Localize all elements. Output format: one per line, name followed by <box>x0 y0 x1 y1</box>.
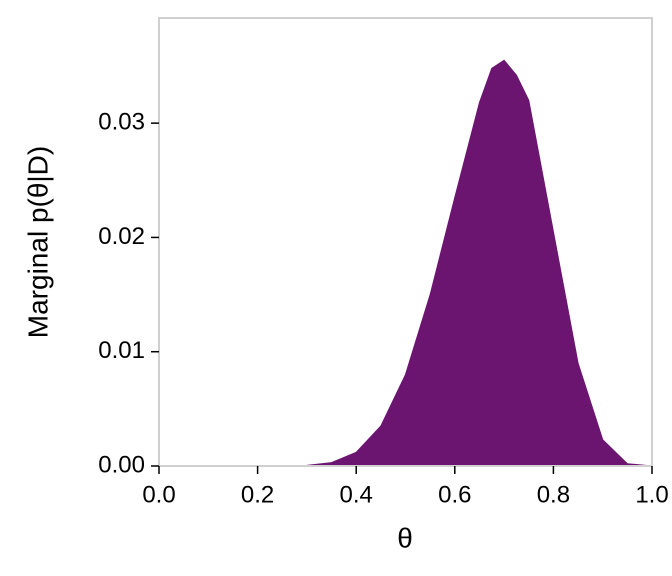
x-tick-label: 0.8 <box>537 481 570 508</box>
y-tick-label: 0.01 <box>98 337 145 364</box>
x-tick-label: 0.4 <box>340 481 373 508</box>
x-axis-label: θ <box>397 522 413 553</box>
density-area <box>159 59 653 467</box>
x-tick-label: 0.2 <box>241 481 274 508</box>
x-tick-label: 0.0 <box>142 481 175 508</box>
y-tick-label: 0.00 <box>98 451 145 478</box>
y-axis-label: Marginal p(θ|D) <box>22 146 53 338</box>
x-tick-label: 0.6 <box>438 481 471 508</box>
x-tick-label: 1.0 <box>635 481 668 508</box>
y-tick-label: 0.02 <box>98 223 145 250</box>
y-tick-label: 0.03 <box>98 108 145 135</box>
